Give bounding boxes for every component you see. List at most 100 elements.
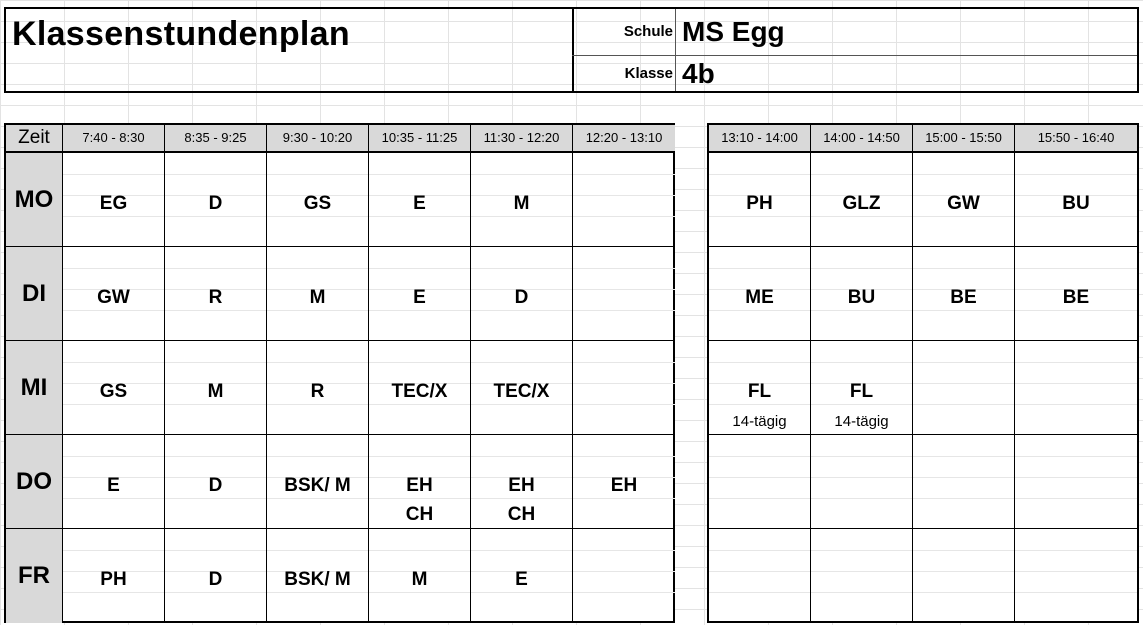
grid-line <box>913 383 1014 384</box>
subject-label: CH <box>405 504 434 525</box>
grid-line <box>913 571 1014 572</box>
lesson-cell[interactable] <box>913 529 1015 623</box>
lesson-cell[interactable]: M <box>165 341 267 435</box>
lesson-cell[interactable]: FL 14-tägig <box>709 341 811 435</box>
lesson-cell[interactable]: BE <box>1015 247 1137 341</box>
grid-line <box>913 362 1014 363</box>
lesson-cell[interactable] <box>573 153 675 247</box>
grid-line <box>63 195 164 196</box>
lesson-cell[interactable] <box>1015 435 1137 529</box>
grid-line <box>573 550 675 551</box>
grid-line <box>1015 571 1137 572</box>
lesson-cell[interactable]: E <box>369 153 471 247</box>
grid-line <box>369 216 470 217</box>
lesson-cell[interactable]: GW <box>63 247 165 341</box>
lesson-cell[interactable]: BE <box>913 247 1015 341</box>
grid-line <box>165 362 266 363</box>
lesson-cell[interactable] <box>913 435 1015 529</box>
grid-line <box>709 404 810 405</box>
lesson-cell[interactable] <box>913 341 1015 435</box>
grid-line <box>709 477 810 478</box>
lesson-cell[interactable] <box>811 529 913 623</box>
lesson-cell[interactable]: GLZ <box>811 153 913 247</box>
lesson-cell[interactable]: M <box>471 153 573 247</box>
lesson-cell[interactable]: BSK/ M <box>267 435 369 529</box>
lesson-cell[interactable]: BSK/ M <box>267 529 369 623</box>
lesson-cell[interactable]: M <box>267 247 369 341</box>
subject-label: BE <box>950 287 977 308</box>
lesson-cell[interactable]: PH <box>709 153 811 247</box>
grid-line <box>709 383 810 384</box>
subject-label: R <box>208 287 223 308</box>
subject-label: D <box>208 569 223 590</box>
lesson-cell[interactable]: TEC/X <box>369 341 471 435</box>
grid-line <box>811 477 912 478</box>
lesson-cell[interactable]: E <box>63 435 165 529</box>
time-header-cell: 10:35 - 11:25 <box>369 125 471 153</box>
lesson-cell[interactable]: GS <box>267 153 369 247</box>
lesson-cell[interactable]: BU <box>1015 153 1137 247</box>
timetable-morning: Zeit 7:40 - 8:30 8:35 - 9:25 9:30 - 10:20 10… <box>4 123 675 623</box>
lesson-cell[interactable]: D <box>165 153 267 247</box>
lesson-cell[interactable]: TEC/X <box>471 341 573 435</box>
lesson-cell[interactable]: M <box>369 529 471 623</box>
subject-label: GW <box>947 193 980 214</box>
lesson-cell[interactable] <box>811 435 913 529</box>
time-header-cell: 8:35 - 9:25 <box>165 125 267 153</box>
lesson-cell[interactable]: D <box>165 529 267 623</box>
grid-line <box>369 592 470 593</box>
subject-label: EH <box>610 475 638 496</box>
lesson-cell[interactable] <box>709 529 811 623</box>
grid-line <box>165 456 266 457</box>
subject-label: M <box>411 569 428 590</box>
grid-line <box>913 498 1014 499</box>
grid-line <box>165 592 266 593</box>
lesson-cell[interactable]: EG <box>63 153 165 247</box>
time-header-cell: 12:20 - 13:10 <box>573 125 675 153</box>
corner-label: Zeit <box>18 127 50 148</box>
subject-label: BU <box>847 287 876 308</box>
lesson-cell[interactable]: GW <box>913 153 1015 247</box>
lesson-cell[interactable]: BU <box>811 247 913 341</box>
grid-line <box>1015 456 1137 457</box>
grid-line <box>63 216 164 217</box>
lesson-cell[interactable]: EH <box>573 435 675 529</box>
lesson-cell[interactable] <box>709 435 811 529</box>
klasse-value: 4b <box>682 58 715 89</box>
grid-line <box>267 404 368 405</box>
lesson-cell[interactable] <box>573 247 675 341</box>
lesson-cell[interactable]: EH CH <box>471 435 573 529</box>
grid-line <box>471 477 572 478</box>
lesson-cell[interactable]: R <box>267 341 369 435</box>
grid-line <box>369 383 470 384</box>
grid-line <box>471 216 572 217</box>
grid-line <box>369 477 470 478</box>
grid-line <box>1015 174 1137 175</box>
lesson-cell[interactable]: E <box>369 247 471 341</box>
lesson-cell[interactable]: D <box>471 247 573 341</box>
grid-line <box>913 195 1014 196</box>
lesson-cell[interactable]: E <box>471 529 573 623</box>
lesson-cell[interactable]: D <box>165 435 267 529</box>
lesson-cell[interactable]: ME <box>709 247 811 341</box>
grid-line <box>709 362 810 363</box>
subject-label: R <box>310 381 325 402</box>
grid-line <box>63 550 164 551</box>
grid-line <box>811 571 912 572</box>
grid-line <box>471 592 572 593</box>
lesson-cell[interactable] <box>573 529 675 623</box>
lesson-cell[interactable] <box>1015 529 1137 623</box>
header-divider <box>572 55 1137 56</box>
lesson-cell[interactable]: EH CH <box>369 435 471 529</box>
lesson-cell[interactable] <box>1015 341 1137 435</box>
lesson-cell[interactable]: GS <box>63 341 165 435</box>
lesson-cell[interactable]: PH <box>63 529 165 623</box>
grid-line <box>63 289 164 290</box>
grid-line <box>573 216 675 217</box>
grid-line <box>471 268 572 269</box>
lesson-cell[interactable]: R <box>165 247 267 341</box>
subject-label: M <box>513 193 530 214</box>
lesson-cell[interactable]: FL 14-tägig <box>811 341 913 435</box>
lesson-cell[interactable] <box>573 341 675 435</box>
grid-line <box>573 498 675 499</box>
